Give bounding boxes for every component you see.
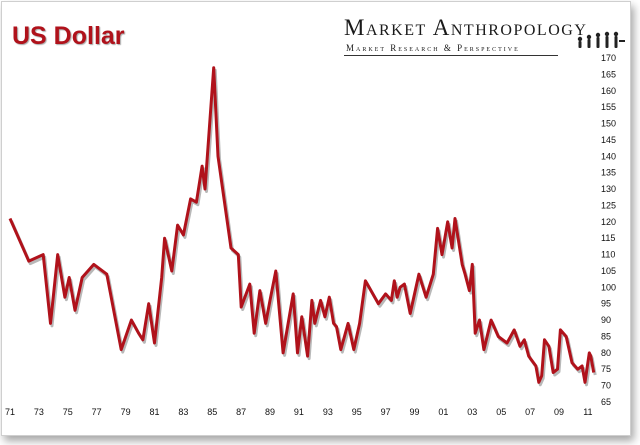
chart-title: US Dollar xyxy=(12,22,125,50)
chart-frame xyxy=(1,1,631,436)
y-tick-label: 110 xyxy=(601,250,615,260)
y-tick-label: 130 xyxy=(601,184,616,194)
x-tick-label: 83 xyxy=(178,407,188,417)
y-tick-label: 145 xyxy=(601,135,616,145)
x-tick-label: 73 xyxy=(34,407,44,417)
y-tick-label: 120 xyxy=(601,217,616,227)
y-tick-label: 160 xyxy=(601,86,616,96)
evolution-figures-icon xyxy=(576,31,626,58)
x-tick-label: 95 xyxy=(352,407,362,417)
y-tick-label: 125 xyxy=(601,200,616,210)
x-tick-label: 01 xyxy=(438,407,448,417)
y-tick-label: 135 xyxy=(601,168,616,178)
y-tick-label: 165 xyxy=(601,69,616,79)
brand-logo: Market Anthropology Market Research & Pe… xyxy=(344,15,630,59)
y-tick-label: 100 xyxy=(601,282,616,292)
x-tick-label: 91 xyxy=(294,407,304,417)
y-axis: 65 70 75 80 85 90 95 100 105 110 115 120 125 130 135 14… xyxy=(601,53,616,407)
y-tick-label: 155 xyxy=(601,102,616,112)
y-tick-label: 85 xyxy=(601,331,611,341)
series-layer xyxy=(8,66,597,387)
x-tick-label: 77 xyxy=(92,407,102,417)
x-tick-label: 05 xyxy=(496,407,506,417)
y-tick-label: 105 xyxy=(601,266,616,276)
y-tick-label: 75 xyxy=(601,364,611,374)
y-tick-label: 170 xyxy=(601,53,616,63)
brand-logo-name: Market Anthropology xyxy=(344,15,588,40)
x-tick-label: 79 xyxy=(121,407,131,417)
x-tick-label: 87 xyxy=(236,407,246,417)
series-line-shadow xyxy=(10,68,597,387)
y-tick-label: 140 xyxy=(601,151,616,161)
x-tick-label: 85 xyxy=(207,407,217,417)
x-tick-label: 89 xyxy=(265,407,275,417)
x-tick-label: 97 xyxy=(381,407,391,417)
x-axis: 71 73 75 77 79 81 83 85 87 89 91 93 95 97 99 01 03 05 07 09… xyxy=(5,407,593,417)
x-tick-label: 11 xyxy=(583,407,592,417)
brand-logo-rule xyxy=(344,55,558,56)
x-tick-label: 75 xyxy=(63,407,73,417)
x-tick-label: 99 xyxy=(410,407,420,417)
y-tick-label: 90 xyxy=(601,315,611,325)
series-line xyxy=(8,66,596,384)
y-tick-label: 95 xyxy=(601,299,611,309)
x-tick-label: 07 xyxy=(525,407,535,417)
y-tick-label: 115 xyxy=(601,233,615,243)
x-tick-label: 71 xyxy=(5,407,15,417)
y-tick-label: 70 xyxy=(601,381,611,391)
x-tick-label: 81 xyxy=(149,407,159,417)
x-tick-label: 93 xyxy=(323,407,333,417)
y-tick-label: 65 xyxy=(601,397,611,407)
brand-logo-tagline: Market Research & Perspective xyxy=(346,43,520,53)
x-tick-label: 03 xyxy=(467,407,477,417)
y-tick-label: 80 xyxy=(601,348,611,358)
y-tick-label: 150 xyxy=(601,119,616,129)
x-tick-label: 09 xyxy=(554,407,564,417)
